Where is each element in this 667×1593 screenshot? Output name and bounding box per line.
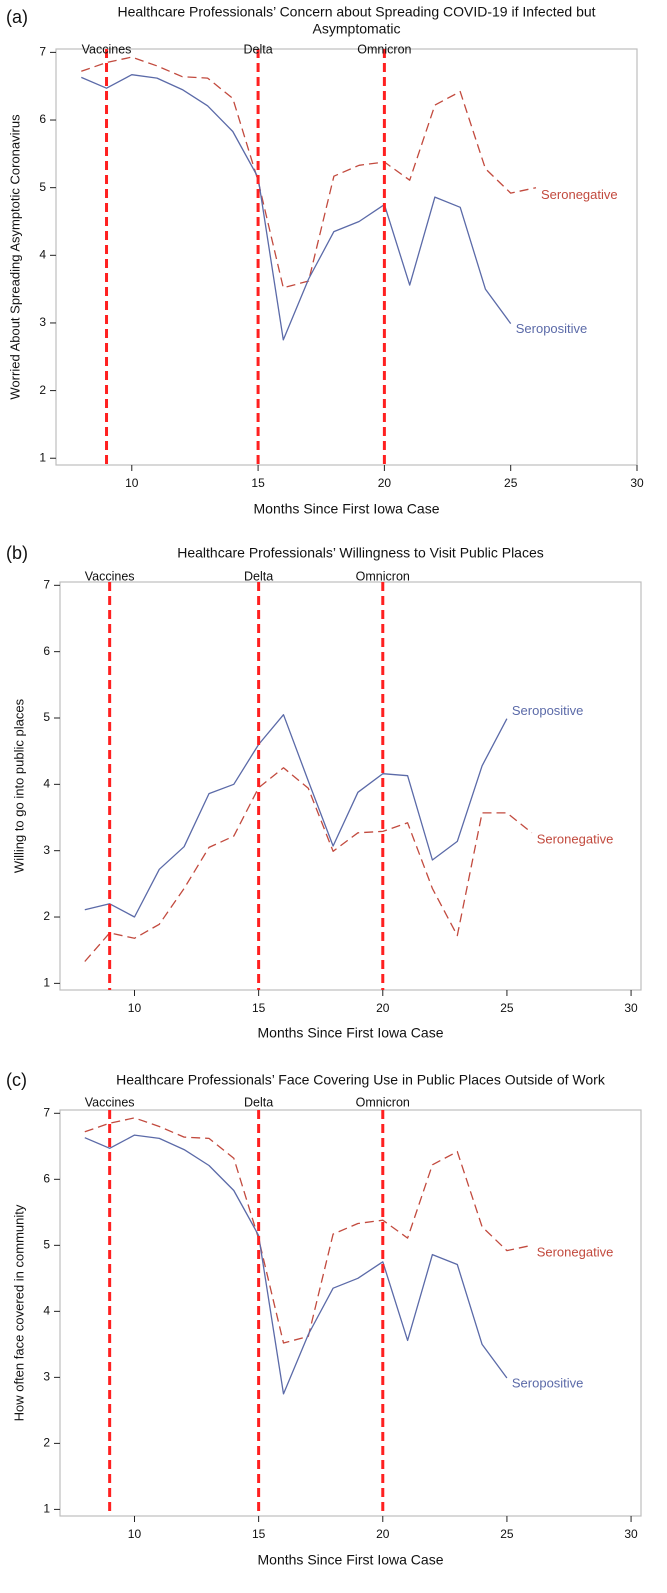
- x-tick-label: 10: [128, 1527, 142, 1541]
- x-tick-label: 30: [624, 1527, 638, 1541]
- y-tick-label: 4: [39, 247, 46, 261]
- chart-title: Healthcare Professionals’ Concern about …: [117, 4, 595, 20]
- chart-panel-2: (c) Healthcare Professionals’ Face Coveri…: [6, 1070, 642, 1568]
- x-tick-label: 15: [252, 1001, 266, 1015]
- y-tick-label: 1: [43, 976, 50, 990]
- y-tick-label: 6: [43, 644, 50, 658]
- y-tick-label: 5: [43, 710, 50, 724]
- y-tick-label: 6: [43, 1171, 50, 1185]
- event-label: Omnicron: [356, 1095, 410, 1109]
- chart-title: Healthcare Professionals’ Willingness to…: [177, 545, 544, 561]
- series-line-seronegative: [84, 767, 533, 962]
- y-tick-label: 7: [43, 577, 50, 591]
- y-tick-label: 5: [43, 1238, 50, 1252]
- chart-title: Healthcare Professionals’ Face Covering …: [116, 1072, 606, 1088]
- x-axis-label: Months Since First Iowa Case: [258, 1552, 444, 1568]
- x-tick-label: 25: [504, 476, 518, 490]
- y-tick-label: 4: [43, 1304, 50, 1318]
- series-line-seropositive: [81, 74, 512, 341]
- event-label: Delta: [244, 1095, 273, 1109]
- y-tick-label: 7: [43, 1105, 50, 1119]
- x-tick-label: 20: [376, 1001, 390, 1015]
- panel-letter: (c): [6, 1070, 27, 1090]
- event-label: Delta: [243, 42, 272, 56]
- y-axis-label: Willing to go into public places: [11, 698, 26, 873]
- series-line-seronegative: [81, 56, 537, 289]
- series-label-seronegative: Seronegative: [537, 1245, 614, 1260]
- x-tick-label: 10: [128, 1001, 142, 1015]
- series-label-seronegative: Seronegative: [537, 832, 614, 847]
- series-label-seropositive: Seropositive: [516, 321, 588, 336]
- y-tick-label: 3: [43, 843, 50, 857]
- x-tick-label: 10: [125, 476, 139, 490]
- plot-frame: [55, 48, 638, 466]
- y-axis-label: Worried About Spreading Asymptotic Coron…: [7, 114, 22, 400]
- x-axis-label: Months Since First Iowa Case: [258, 1025, 444, 1041]
- x-tick-label: 30: [630, 476, 644, 490]
- y-tick-label: 4: [43, 777, 50, 791]
- event-label: Delta: [244, 569, 273, 583]
- event-label: Vaccines: [85, 1095, 135, 1109]
- y-tick-label: 2: [39, 383, 46, 397]
- event-label: Omnicron: [357, 42, 411, 56]
- x-tick-label: 25: [500, 1527, 514, 1541]
- series-line-seronegative: [84, 1117, 532, 1344]
- series-line-seropositive: [84, 714, 508, 918]
- y-tick-label: 3: [43, 1370, 50, 1384]
- series-label-seronegative: Seronegative: [541, 187, 618, 202]
- event-label: Omnicron: [356, 569, 410, 583]
- x-tick-label: 30: [624, 1001, 638, 1015]
- y-tick-label: 2: [43, 1436, 50, 1450]
- y-tick-label: 7: [39, 45, 46, 59]
- series-label-seropositive: Seropositive: [512, 1375, 584, 1390]
- y-axis-label: How often face covered in community: [11, 1204, 26, 1421]
- x-tick-label: 20: [376, 1527, 390, 1541]
- panel-letter: (b): [6, 543, 28, 563]
- chart-title: Asymptomatic: [313, 21, 401, 37]
- chart-panel-0: (a) Healthcare Professionals’ Concern abo…: [6, 4, 644, 517]
- series-line-seropositive: [84, 1134, 508, 1395]
- y-tick-label: 5: [39, 180, 46, 194]
- x-tick-label: 20: [378, 476, 392, 490]
- y-tick-label: 2: [43, 909, 50, 923]
- event-label: Vaccines: [85, 569, 135, 583]
- panel-letter: (a): [6, 7, 28, 27]
- x-axis-label: Months Since First Iowa Case: [254, 501, 440, 517]
- series-label-seropositive: Seropositive: [512, 703, 584, 718]
- chart-panel-1: (b) Healthcare Professionals’ Willingness…: [6, 543, 642, 1041]
- x-tick-label: 15: [252, 1527, 266, 1541]
- x-tick-label: 15: [251, 476, 265, 490]
- plot-frame: [59, 581, 642, 991]
- event-label: Vaccines: [82, 42, 132, 56]
- x-tick-label: 25: [500, 1001, 514, 1015]
- y-tick-label: 3: [39, 315, 46, 329]
- y-tick-label: 6: [39, 112, 46, 126]
- y-tick-label: 1: [39, 450, 46, 464]
- y-tick-label: 1: [43, 1502, 50, 1516]
- plot-frame: [59, 1109, 642, 1517]
